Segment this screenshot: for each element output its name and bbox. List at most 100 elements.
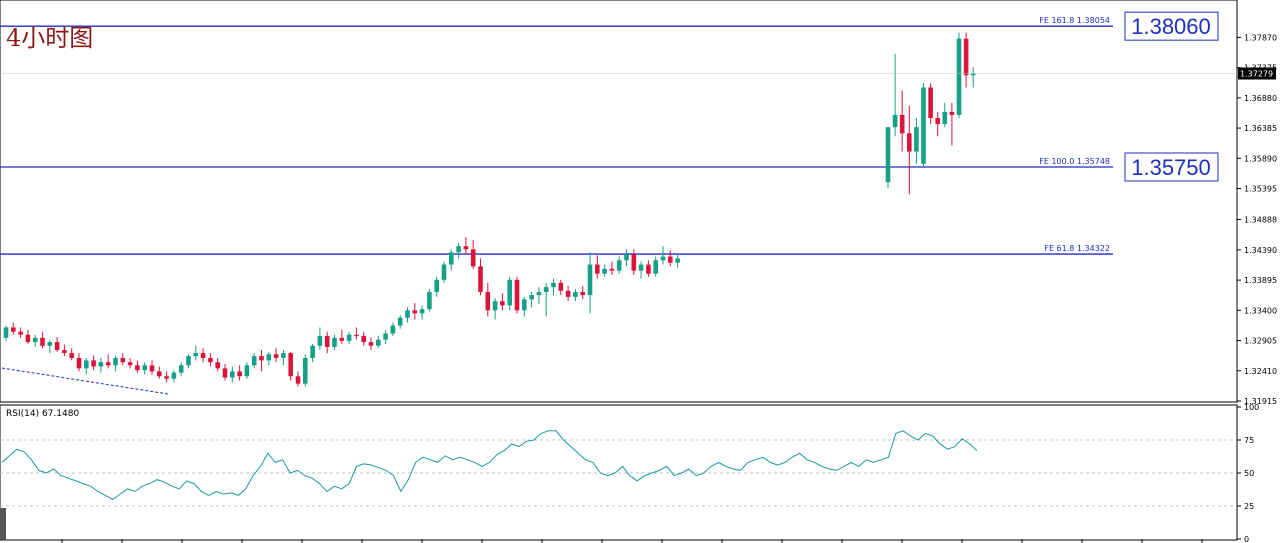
candle: [522, 296, 527, 317]
candle: [40, 331, 45, 349]
candle: [332, 334, 337, 351]
candle: [456, 243, 461, 259]
candle: [514, 276, 520, 314]
price-tick-label: 1.32905: [1244, 337, 1277, 346]
candle: [222, 364, 228, 381]
candle: [237, 365, 242, 381]
candle: [551, 278, 556, 296]
rsi-line: [1, 430, 978, 500]
candle: [11, 322, 16, 335]
candle: [317, 327, 323, 351]
candle: [949, 102, 955, 146]
candle: [354, 327, 359, 340]
price-tick-label: 1.31915: [1244, 397, 1277, 406]
price-tick-label: 1.35890: [1244, 154, 1277, 163]
candle: [609, 261, 615, 275]
candle: [500, 293, 505, 311]
level-price-box-label: 1.38060: [1131, 14, 1211, 39]
candle: [675, 254, 680, 268]
candle: [935, 111, 940, 137]
candle: [558, 279, 564, 296]
candle: [492, 298, 498, 320]
candle: [616, 256, 622, 274]
candle: [376, 335, 381, 349]
candle: [412, 303, 418, 320]
candle: [942, 102, 948, 128]
candle: [390, 322, 396, 336]
candle: [921, 83, 926, 167]
candle: [543, 282, 549, 317]
candle: [3, 325, 9, 341]
candle: [295, 371, 301, 387]
candles: [3, 32, 976, 387]
candle: [157, 366, 162, 379]
candle: [970, 67, 976, 88]
price-tick-label: 1.36880: [1244, 94, 1277, 103]
candle: [18, 327, 23, 338]
price-tick-label: 1.32410: [1244, 367, 1277, 376]
candle: [339, 329, 345, 344]
candle: [230, 366, 235, 383]
candle: [91, 355, 96, 371]
candle: [208, 353, 213, 367]
candle: [200, 348, 206, 363]
rsi-grid: [0, 439, 1237, 507]
candle: [928, 83, 933, 125]
candle: [631, 249, 637, 275]
level-price-box: [1124, 11, 1219, 41]
candle: [303, 354, 308, 387]
candle: [419, 305, 425, 320]
candle: [602, 264, 607, 277]
candle: [383, 329, 388, 344]
candle: [76, 353, 82, 372]
candle: [478, 258, 483, 296]
candle: [470, 240, 476, 269]
candle: [113, 355, 118, 372]
candle: [580, 285, 585, 300]
candle: [120, 353, 126, 366]
candle: [405, 307, 410, 323]
candle: [47, 339, 53, 354]
candle: [463, 237, 469, 255]
candle: [653, 256, 658, 277]
candle: [288, 351, 293, 381]
candle: [963, 32, 969, 88]
price-axis: 1.378701.373751.368801.363851.358901.353…: [0, 33, 1277, 406]
current-price-label: 1.37279: [1240, 69, 1273, 78]
rsi-tick-label: 0: [1244, 535, 1249, 543]
candle: [178, 362, 184, 377]
rsi-panel: [0, 404, 1238, 541]
fibonacci-level-label: FE 100.0 1.35748: [1039, 157, 1110, 166]
candle: [907, 105, 912, 195]
candle: [84, 357, 89, 375]
candle: [142, 362, 147, 375]
rsi-axis: 100 75 50 25 0: [1237, 403, 1259, 543]
candle: [956, 32, 962, 119]
level-price-box-label: 1.35750: [1131, 155, 1211, 180]
candle: [135, 360, 140, 373]
candle: [149, 360, 155, 375]
candle: [266, 351, 272, 366]
rsi-tick-label: 50: [1244, 469, 1254, 478]
candle: [427, 288, 432, 312]
scroll-handle[interactable]: [0, 508, 6, 540]
rsi-tick-label: 75: [1244, 436, 1254, 445]
price-tick-label: 1.33895: [1244, 276, 1277, 285]
candle: [69, 348, 74, 361]
price-tick-label: 1.33400: [1244, 306, 1277, 315]
candle: [485, 282, 491, 317]
candle: [98, 357, 104, 373]
candle: [899, 90, 905, 152]
candle: [32, 334, 38, 347]
candle: [660, 246, 666, 265]
candle: [259, 350, 264, 372]
current-price-box: [1238, 67, 1276, 80]
candle: [186, 354, 191, 369]
candle: [624, 249, 629, 267]
candle: [595, 255, 600, 279]
candle: [397, 315, 403, 329]
price-tick-label: 1.34888: [1244, 215, 1277, 224]
candle: [273, 348, 279, 363]
candle: [536, 287, 542, 305]
